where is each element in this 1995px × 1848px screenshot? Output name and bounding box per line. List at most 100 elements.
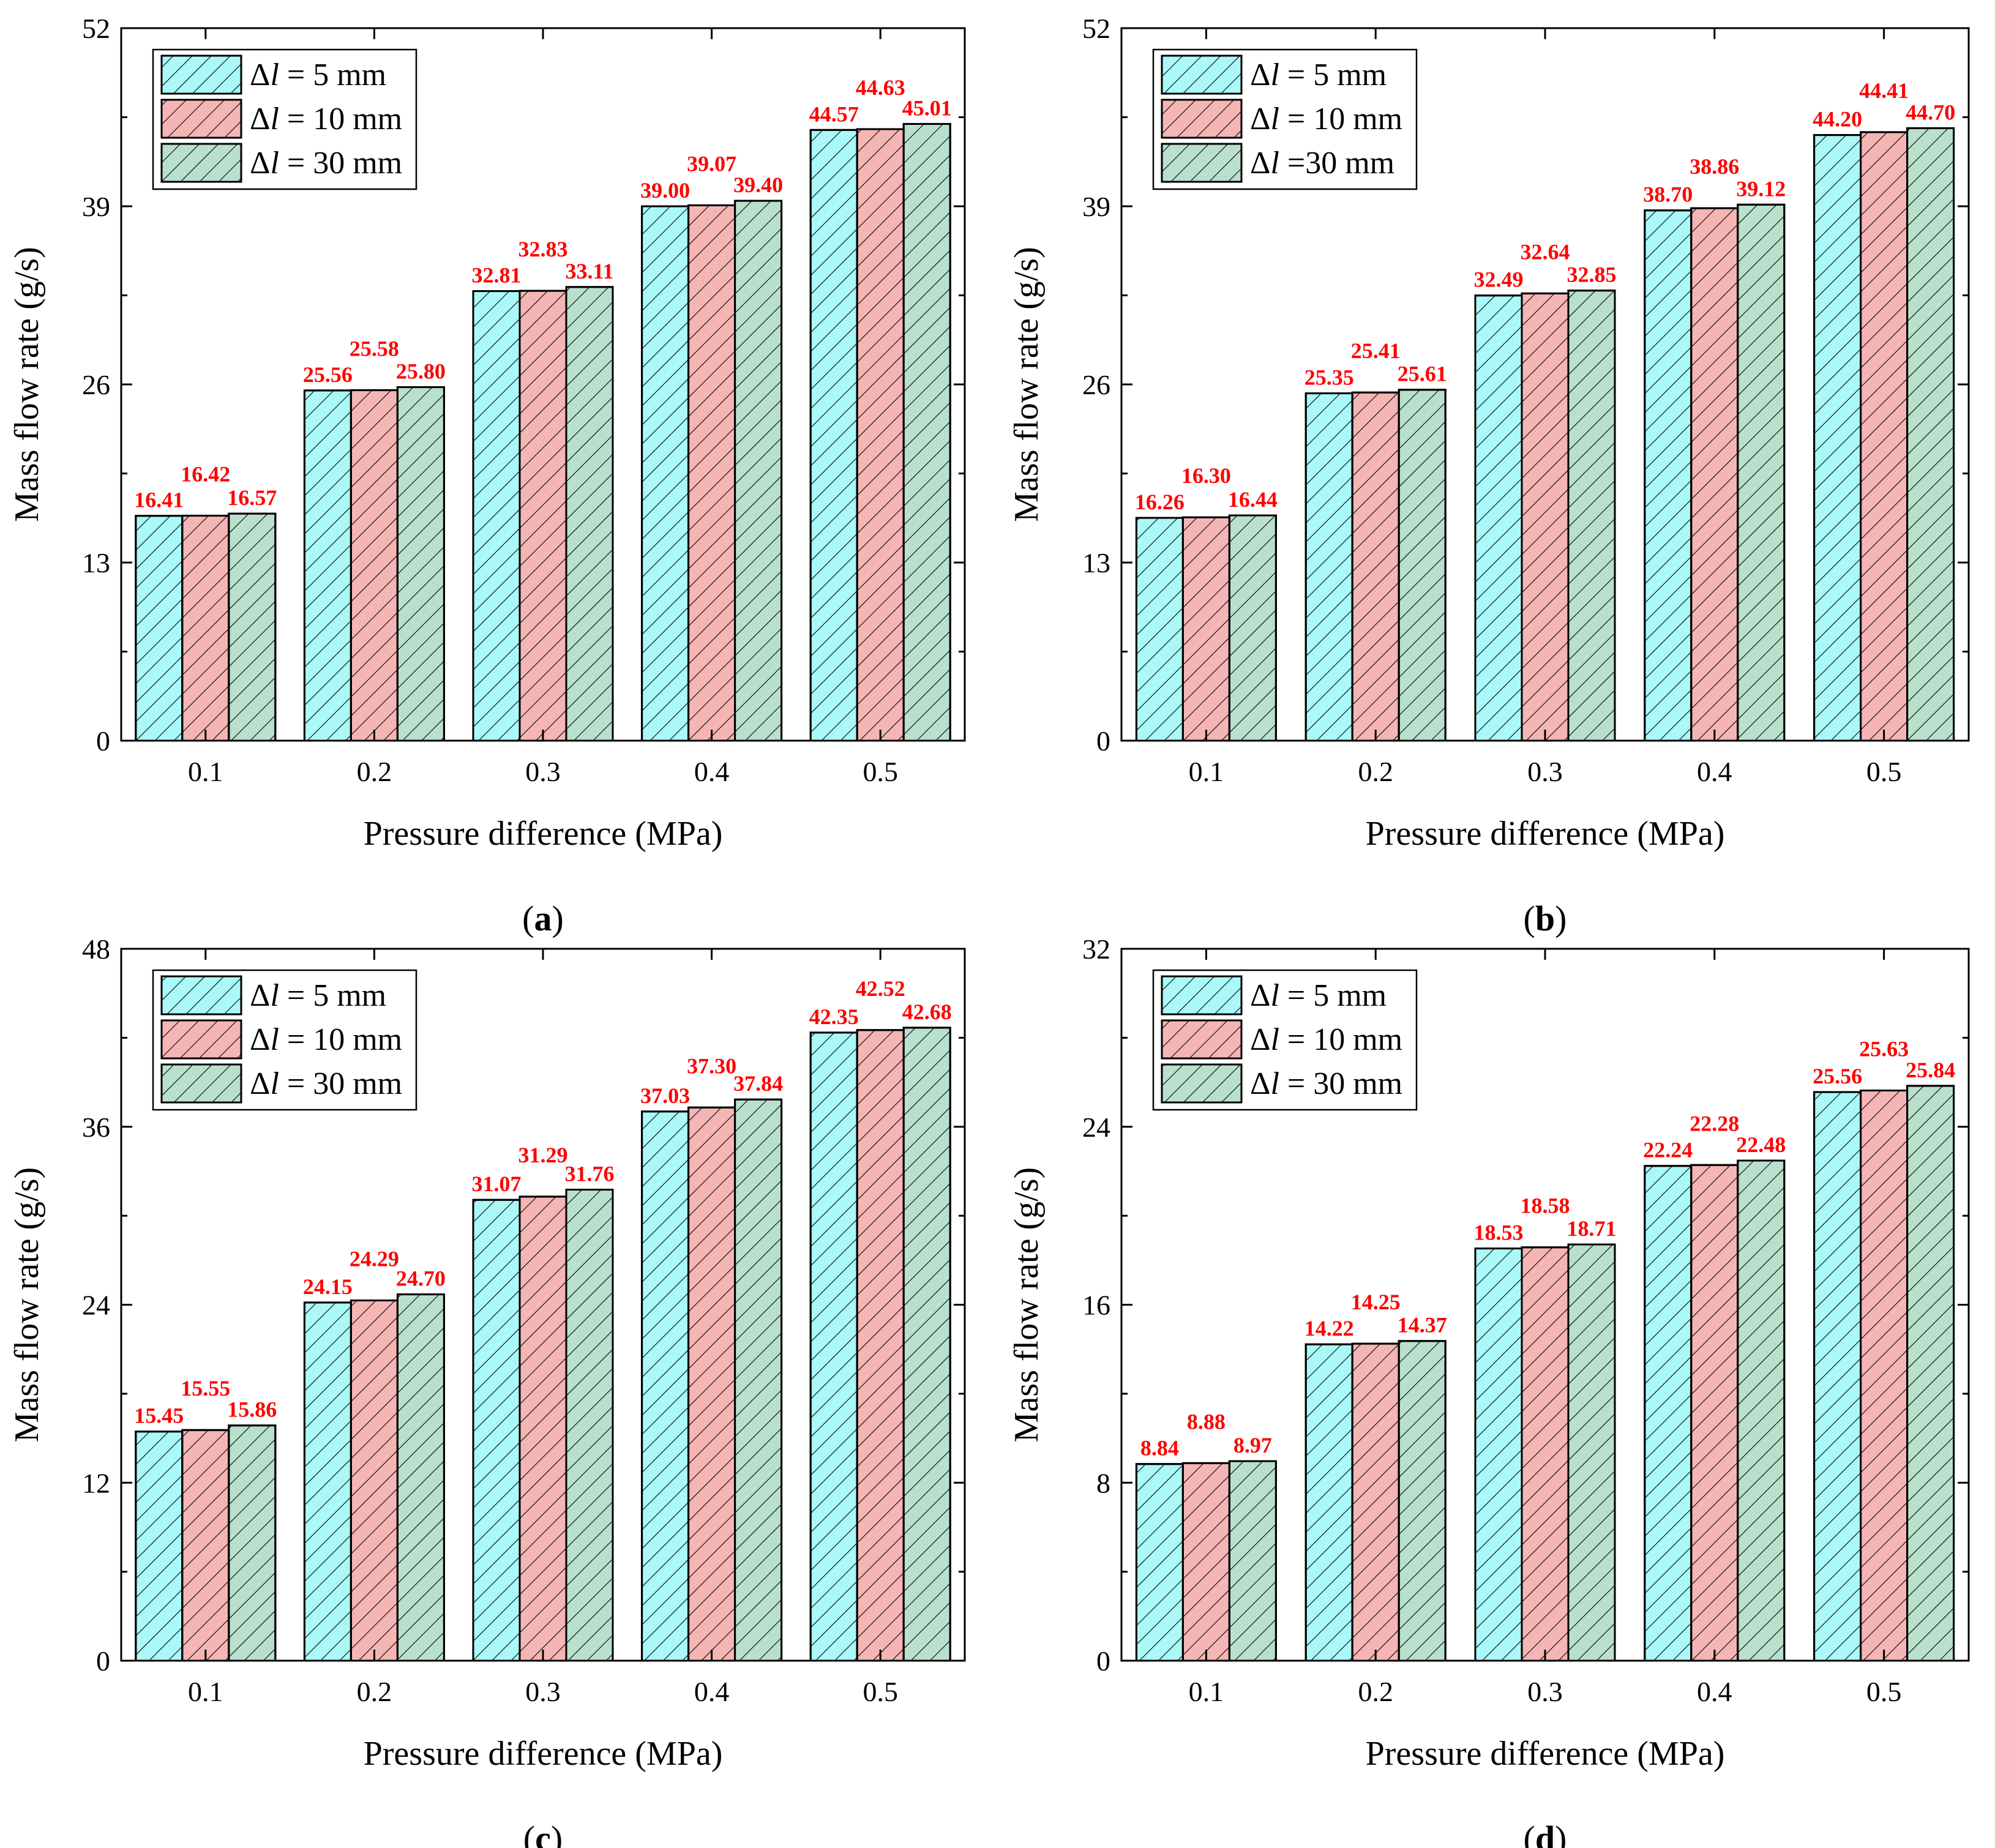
data-label: 14.37 (1398, 1313, 1447, 1337)
bar-hatch (856, 128, 905, 742)
x-tick-label: 0.5 (1866, 1676, 1902, 1707)
data-label: 38.70 (1643, 182, 1693, 207)
bar-hatch (1474, 1248, 1523, 1662)
bar-hatch (1813, 134, 1862, 742)
panel-label: (b) (1524, 899, 1567, 938)
legend-variable: l (1270, 978, 1279, 1013)
legend-variable: l (1270, 1066, 1279, 1101)
data-label: 15.45 (134, 1404, 184, 1428)
data-label: 25.58 (350, 336, 399, 361)
y-tick-label: 8 (1096, 1467, 1110, 1498)
data-label: 16.26 (1135, 490, 1185, 514)
y-tick-label: 26 (82, 369, 110, 400)
bar-hatch (1644, 209, 1693, 742)
legend-swatch-hatch (1161, 54, 1243, 95)
data-label: 25.80 (396, 359, 446, 383)
chart-panel-b: 16.26 25.35 32.49 38.70 44.20 16.30 25.41 32.64… (1008, 13, 1970, 938)
panel-label: (a) (522, 899, 564, 938)
legend-label: Δl = 5 mm (250, 58, 386, 92)
y-tick-label: 24 (1082, 1112, 1110, 1143)
data-label: 32.49 (1474, 267, 1524, 292)
y-axis-title: Mass flow rate (g/s) (1008, 1167, 1046, 1442)
y-tick-label: 0 (1096, 1645, 1110, 1677)
legend-label: Δl = 5 mm (1250, 978, 1387, 1013)
legend-label: Δl = 30 mm (250, 1066, 402, 1101)
x-axis-title: Pressure difference (MPa) (364, 815, 723, 853)
legend-variable: l (270, 102, 279, 137)
chart-panel-a: 16.41 25.56 32.81 39.00 44.57 16.42 25.58 32.83… (8, 13, 966, 938)
y-tick-label: 24 (82, 1290, 110, 1321)
bar-hatch (1737, 203, 1786, 742)
data-label: 22.24 (1643, 1138, 1693, 1162)
data-label: 44.20 (1813, 107, 1862, 132)
legend-swatch-hatch (160, 143, 242, 183)
bar-hatch (1135, 1463, 1184, 1662)
data-label: 37.30 (687, 1053, 736, 1078)
data-label: 22.28 (1690, 1111, 1739, 1135)
y-tick-label: 0 (1096, 725, 1110, 757)
data-label: 32.64 (1521, 239, 1570, 264)
data-label: 16.30 (1181, 463, 1231, 488)
legend-label: Δl = 10 mm (1250, 102, 1402, 137)
bar-hatch (1860, 131, 1909, 742)
panel-label-letter: d (1535, 1819, 1555, 1848)
data-label: 32.83 (518, 237, 568, 261)
bar-hatch (1304, 392, 1353, 742)
legend-delta: Δ (1250, 58, 1270, 92)
bar-hatch (1351, 391, 1400, 742)
legend-label: Δl = 30 mm (1250, 1066, 1402, 1101)
y-axis-title: Mass flow rate (g/s) (1008, 247, 1046, 522)
bar-hatch (350, 389, 399, 742)
legend-variable: l (270, 146, 279, 181)
legend-suffix: = 30 mm (1279, 1066, 1402, 1101)
bar-hatch (1644, 1165, 1693, 1662)
legend-delta: Δ (1250, 1022, 1270, 1057)
data-label: 18.58 (1521, 1194, 1570, 1218)
legend-delta: Δ (250, 1022, 270, 1057)
legend-swatch-hatch (1161, 975, 1243, 1016)
x-axis-title: Pressure difference (MPa) (364, 1735, 723, 1773)
data-label: 44.70 (1906, 100, 1955, 124)
legend-label: Δl = 5 mm (250, 978, 386, 1013)
legend-variable: l (1270, 58, 1279, 92)
legend-variable: l (270, 1022, 279, 1057)
data-label: 25.35 (1304, 365, 1354, 390)
legend-suffix: = 30 mm (279, 146, 402, 181)
legend-label: Δl = 30 mm (250, 146, 402, 181)
bar-hatch (856, 1029, 905, 1662)
legend-label: Δl = 10 mm (1250, 1022, 1402, 1057)
bar-hatch (687, 1106, 736, 1662)
bar-hatch (1304, 1343, 1353, 1662)
panel-label-letter: c (535, 1819, 551, 1848)
bar-hatch (1181, 1462, 1230, 1662)
data-label: 25.61 (1398, 362, 1447, 386)
bar-hatch (135, 515, 184, 742)
data-label: 44.63 (856, 75, 905, 100)
x-tick-label: 0.2 (357, 756, 392, 787)
bar-hatch (472, 290, 521, 742)
data-label: 37.03 (640, 1083, 690, 1108)
bar-hatch (518, 290, 567, 742)
bar-hatch (228, 512, 277, 742)
bar-hatch (1567, 290, 1616, 742)
data-label: 18.71 (1567, 1216, 1617, 1241)
bar-hatch (1351, 1342, 1400, 1662)
data-label: 42.35 (809, 1004, 859, 1029)
x-tick-label: 0.2 (357, 1676, 392, 1707)
bar-hatch (181, 1429, 230, 1662)
x-tick-label: 0.1 (188, 756, 223, 787)
legend-swatch-hatch (1161, 1019, 1243, 1060)
x-tick-label: 0.4 (1697, 756, 1732, 787)
legend-suffix: = 5 mm (279, 978, 386, 1013)
x-tick-label: 0.1 (188, 1676, 223, 1707)
bar-hatch (641, 205, 690, 742)
data-label: 31.07 (472, 1172, 522, 1196)
legend-delta: Δ (1250, 146, 1270, 181)
bar-hatch (1228, 1460, 1277, 1662)
data-label: 42.52 (856, 976, 905, 1001)
data-label: 39.07 (687, 151, 736, 176)
panel-label-open: ( (523, 1819, 535, 1848)
legend-label: Δl = 10 mm (250, 1022, 402, 1057)
x-tick-label: 0.3 (1527, 1676, 1563, 1707)
bar-hatch (350, 1299, 399, 1662)
